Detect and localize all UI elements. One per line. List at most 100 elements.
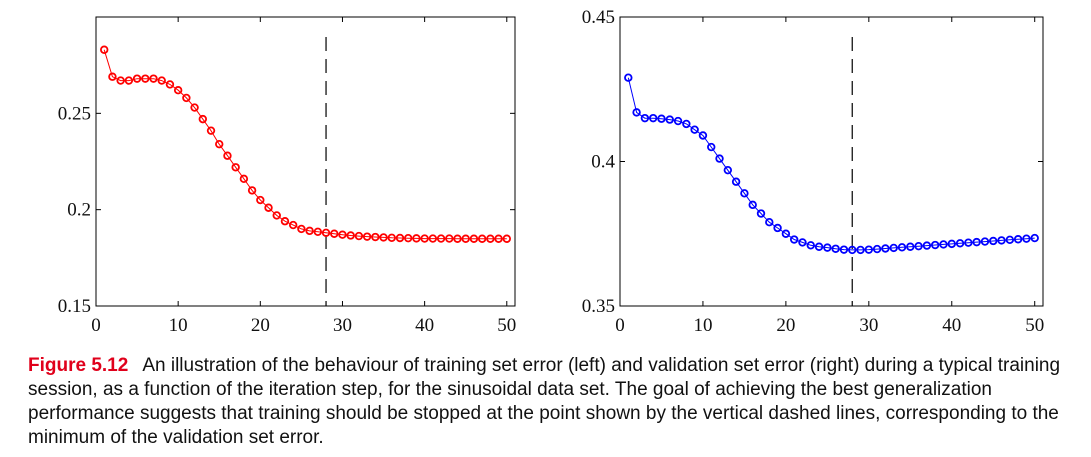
data-point xyxy=(346,231,355,240)
data-point xyxy=(403,233,413,243)
data-point xyxy=(1022,234,1031,243)
data-point xyxy=(313,227,323,237)
data-point xyxy=(632,108,641,117)
series-line xyxy=(103,49,507,240)
data-point xyxy=(124,76,134,85)
data-point xyxy=(321,228,331,237)
x-tick-label: 50 xyxy=(497,315,516,336)
data-point xyxy=(839,245,849,254)
data-point xyxy=(256,195,265,205)
data-point xyxy=(715,154,724,163)
training-error-plot: 0 10 20 30 40 50 0.15 0.2 0.25 xyxy=(58,16,516,336)
data-point xyxy=(280,217,290,226)
data-point xyxy=(445,234,454,243)
data-point xyxy=(371,232,380,242)
data-point xyxy=(690,125,699,134)
x-tick-label: 30 xyxy=(333,315,352,336)
y-tick-label: 0.35 xyxy=(582,296,615,317)
data-point xyxy=(731,177,741,186)
caption-label: Figure 5.12 xyxy=(28,355,129,376)
data-point xyxy=(930,240,940,250)
data-point xyxy=(1005,235,1015,245)
y-tick-label: 0.2 xyxy=(67,200,91,221)
data-point xyxy=(789,235,799,244)
x-tick-label: 0 xyxy=(91,315,101,336)
data-point xyxy=(648,113,658,123)
data-point xyxy=(100,45,109,54)
data-point xyxy=(108,72,117,81)
data-point xyxy=(831,244,840,253)
data-point xyxy=(395,233,405,243)
data-point xyxy=(461,234,470,243)
figure-caption: Figure 5.12 An illustration of the behavi… xyxy=(28,354,1078,450)
x-tick-label: 50 xyxy=(1025,315,1044,336)
data-point xyxy=(856,245,865,255)
y-tick-label: 0.15 xyxy=(58,296,91,317)
data-point xyxy=(773,223,782,233)
data-point xyxy=(379,233,388,242)
data-point xyxy=(116,76,125,85)
data-point xyxy=(198,114,208,124)
data-point xyxy=(494,234,503,243)
x-tick-label: 40 xyxy=(942,315,961,336)
x-tick-label: 40 xyxy=(415,315,434,336)
data-point xyxy=(173,86,183,95)
data-point xyxy=(239,174,249,184)
data-point xyxy=(997,236,1006,245)
data-point xyxy=(872,244,882,254)
x-tick-label: 30 xyxy=(859,315,878,336)
data-point xyxy=(823,243,832,252)
data-point xyxy=(673,116,683,126)
data-point xyxy=(798,238,807,247)
data-point xyxy=(748,200,757,210)
data-point xyxy=(814,242,824,251)
data-point xyxy=(469,234,479,243)
data-point xyxy=(947,239,956,249)
data-point xyxy=(939,240,948,249)
x-tick-label: 20 xyxy=(251,315,270,336)
data-point xyxy=(682,119,691,129)
data-point xyxy=(972,237,981,247)
data-point xyxy=(980,237,990,246)
validation-error-plot: 0 10 20 30 40 50 0.35 0.4 0.45 xyxy=(582,7,1044,336)
data-point xyxy=(486,234,495,243)
y-tick-label: 0.4 xyxy=(591,152,615,173)
data-point xyxy=(989,236,998,246)
data-point xyxy=(223,151,232,160)
data-point xyxy=(436,234,446,243)
data-point xyxy=(297,224,306,234)
data-point xyxy=(881,244,890,253)
plot-frame xyxy=(619,16,1044,307)
plot-frame xyxy=(95,16,516,307)
data-point xyxy=(132,74,142,83)
data-point xyxy=(272,211,281,220)
data-point xyxy=(848,245,857,255)
data-point xyxy=(428,234,438,243)
data-point xyxy=(955,239,965,248)
data-point xyxy=(330,229,339,238)
data-point xyxy=(362,232,372,241)
data-point xyxy=(806,241,815,250)
data-point xyxy=(897,243,907,252)
data-point xyxy=(1013,235,1023,244)
data-point xyxy=(698,131,708,140)
x-tick-label: 20 xyxy=(776,315,795,336)
data-point xyxy=(707,142,716,152)
x-tick-label: 0 xyxy=(615,315,625,336)
data-point xyxy=(665,115,674,124)
data-point xyxy=(477,234,487,243)
data-point xyxy=(624,73,633,82)
data-point xyxy=(387,233,396,242)
data-point xyxy=(640,113,650,123)
data-point xyxy=(453,234,462,243)
data-point xyxy=(412,234,421,243)
x-tick-label: 10 xyxy=(169,315,188,336)
data-point xyxy=(354,231,364,241)
data-point xyxy=(215,139,224,149)
data-point xyxy=(182,93,191,103)
data-point xyxy=(889,243,898,253)
data-point xyxy=(914,241,923,251)
data-point xyxy=(231,163,240,172)
y-tick-label: 0.25 xyxy=(58,103,91,124)
data-point xyxy=(305,226,314,236)
